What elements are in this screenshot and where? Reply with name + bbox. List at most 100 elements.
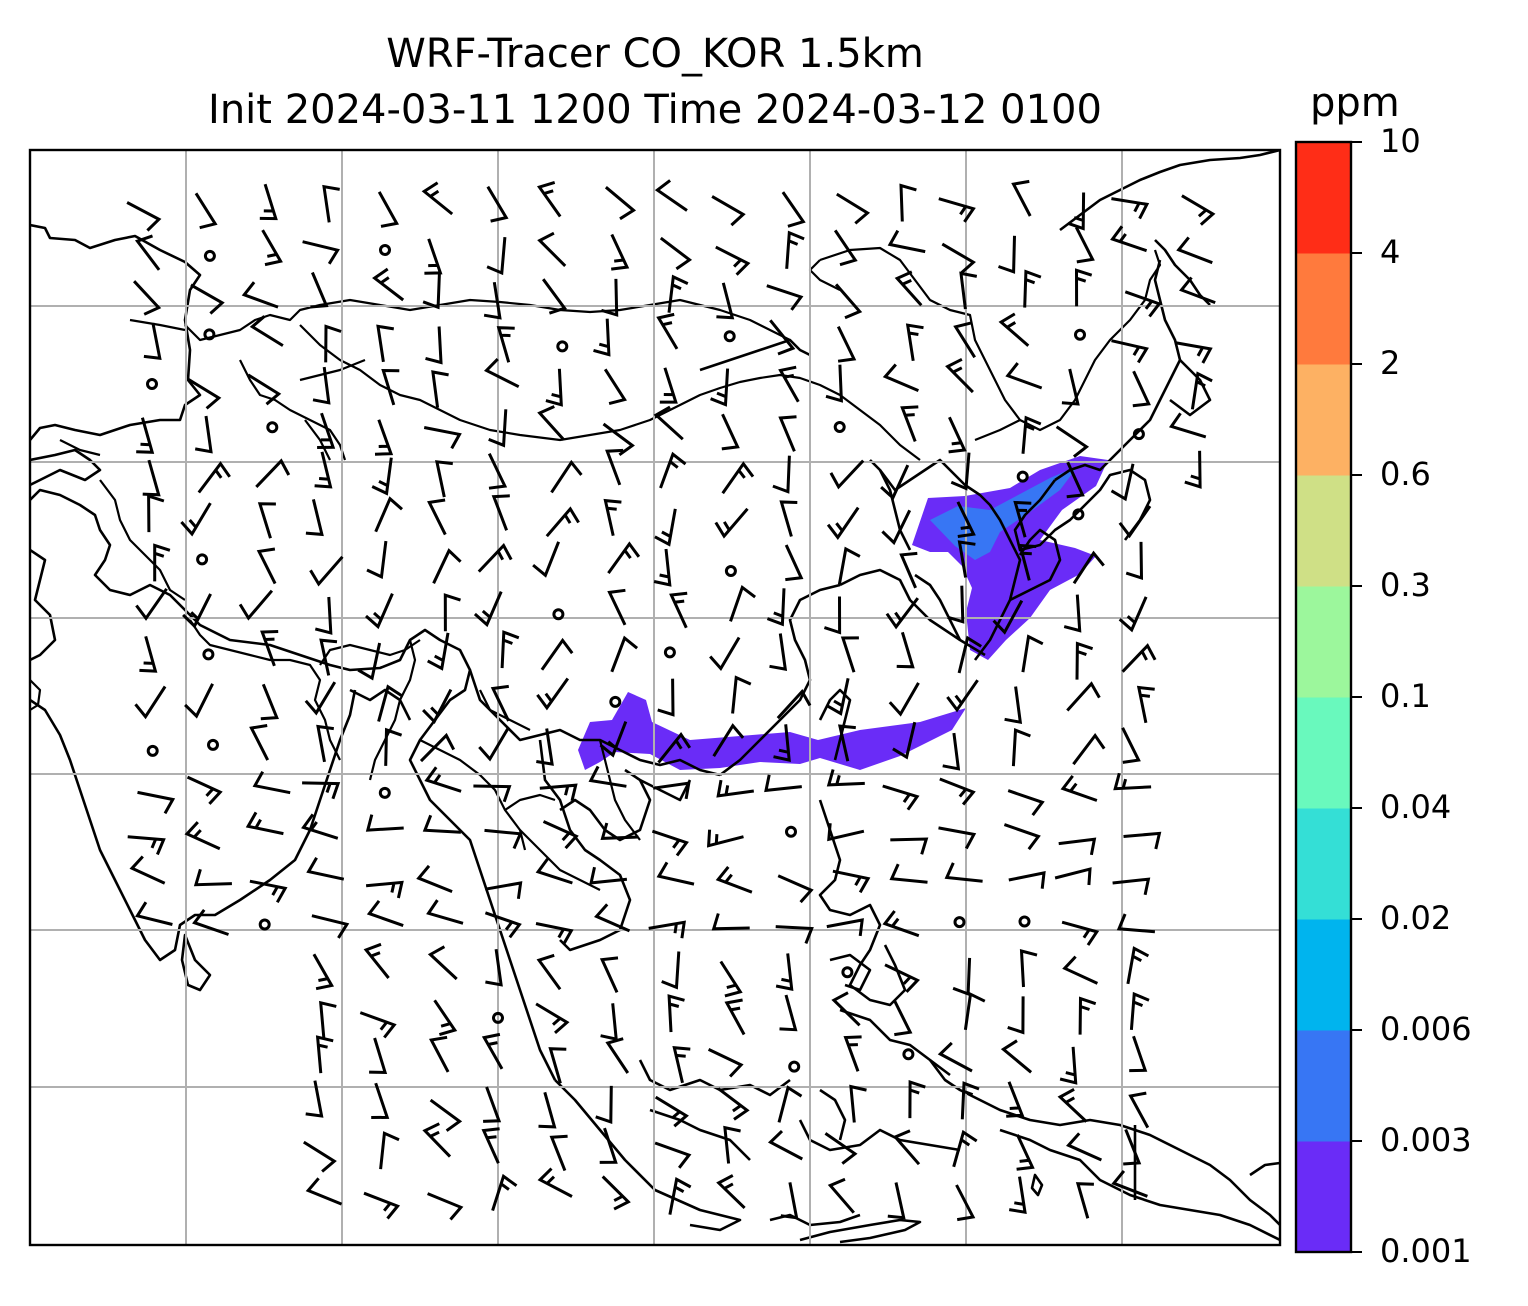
wind-barb bbox=[134, 685, 167, 720]
wind-barb bbox=[653, 405, 684, 441]
wind-barb bbox=[539, 783, 578, 802]
wind-barbs bbox=[126, 179, 1216, 1222]
wind-barb bbox=[1181, 194, 1216, 226]
wind-barb bbox=[433, 999, 458, 1037]
wind-barb bbox=[952, 1129, 978, 1168]
wind-barb bbox=[890, 837, 929, 855]
calm-wind-marker bbox=[723, 330, 736, 343]
wind-barb bbox=[249, 315, 284, 347]
wind-barb bbox=[377, 684, 403, 722]
wind-barb bbox=[827, 823, 865, 842]
wind-barb bbox=[184, 821, 221, 851]
wind-barb bbox=[427, 498, 447, 536]
wind-barb bbox=[432, 548, 462, 584]
wind-barb bbox=[545, 506, 580, 538]
calm-wind-marker bbox=[207, 738, 219, 751]
calm-wind-marker bbox=[1018, 915, 1031, 928]
wind-barb bbox=[545, 368, 563, 407]
wind-barb bbox=[261, 229, 283, 267]
wind-barb bbox=[537, 405, 565, 441]
wind-barb bbox=[1072, 732, 1106, 766]
wind-barb bbox=[900, 405, 919, 442]
calm-wind-marker bbox=[609, 695, 622, 708]
wind-barb bbox=[365, 880, 404, 899]
wind-barb bbox=[603, 368, 627, 406]
wind-barb bbox=[186, 775, 223, 805]
wind-barb bbox=[656, 861, 695, 886]
wind-barb bbox=[537, 1167, 573, 1198]
wind-barb bbox=[894, 270, 923, 307]
wind-barb bbox=[487, 452, 508, 490]
wind-barb bbox=[1184, 450, 1202, 489]
wind-barb bbox=[435, 460, 453, 498]
wind-barb bbox=[600, 822, 639, 840]
wind-barb bbox=[535, 922, 574, 946]
wind-barb bbox=[1000, 1039, 1033, 1074]
wind-barb bbox=[659, 236, 693, 271]
wind-barb bbox=[316, 724, 334, 763]
wind-barb bbox=[775, 953, 794, 991]
wind-barb bbox=[998, 235, 1016, 274]
wind-barb bbox=[365, 814, 404, 832]
map-title-line2: Init 2024-03-11 1200 Time 2024-03-12 010… bbox=[208, 87, 1102, 133]
wind-barb bbox=[259, 183, 278, 221]
wind-barb bbox=[1007, 996, 1025, 1035]
wind-barb bbox=[537, 231, 567, 267]
wind-barb bbox=[481, 1127, 500, 1164]
wind-barb bbox=[778, 415, 797, 452]
wind-barb bbox=[654, 1141, 692, 1169]
wind-barb bbox=[1054, 867, 1092, 886]
wind-barb bbox=[1123, 831, 1162, 850]
wind-barb bbox=[1059, 1046, 1078, 1085]
wind-barb bbox=[998, 312, 1030, 347]
wind-barb bbox=[595, 1085, 613, 1124]
wind-barb bbox=[599, 721, 628, 758]
wind-barb bbox=[371, 457, 393, 496]
wind-barb bbox=[252, 770, 291, 795]
wind-barb bbox=[1136, 685, 1155, 724]
wind-barb bbox=[1023, 269, 1042, 308]
colorbar-tick-label: 0.02 bbox=[1380, 899, 1452, 937]
wind-barb bbox=[1078, 996, 1097, 1035]
wind-barb bbox=[593, 318, 611, 357]
wind-barb bbox=[1118, 596, 1148, 633]
wind-barb bbox=[777, 874, 814, 904]
wind-barb bbox=[1075, 1182, 1094, 1219]
wind-barb bbox=[711, 195, 746, 227]
wind-barb bbox=[1067, 192, 1086, 231]
map-frame bbox=[28, 148, 1282, 1247]
wind-barb bbox=[1125, 541, 1144, 580]
wind-barb bbox=[190, 283, 225, 315]
wind-barb bbox=[1176, 236, 1213, 265]
wind-barb bbox=[712, 723, 745, 757]
wind-barb bbox=[1013, 500, 1032, 538]
wind-barb bbox=[425, 326, 443, 365]
wind-barb bbox=[322, 184, 340, 223]
wind-barb bbox=[784, 544, 804, 582]
wind-barb bbox=[711, 913, 750, 931]
wind-barb bbox=[305, 1177, 343, 1206]
wind-barb bbox=[714, 507, 749, 539]
wind-barb bbox=[1007, 789, 1045, 816]
wind-barb bbox=[1110, 463, 1135, 502]
wind-barb bbox=[416, 864, 453, 893]
colorbar-tick-label: 0.001 bbox=[1380, 1232, 1472, 1270]
wind-barb bbox=[939, 777, 976, 806]
wind-barb bbox=[135, 587, 168, 621]
wind-barb bbox=[599, 956, 619, 994]
calm-wind-marker bbox=[492, 1011, 504, 1024]
wind-barb bbox=[127, 835, 166, 856]
calm-wind-marker bbox=[146, 378, 158, 390]
wind-barb bbox=[1126, 946, 1150, 985]
wind-barb bbox=[716, 1174, 746, 1209]
wind-barb bbox=[779, 500, 798, 537]
wind-barb bbox=[950, 452, 971, 491]
wind-barb bbox=[603, 498, 622, 537]
wind-barb bbox=[377, 191, 400, 228]
colorbar-tick-label: 0.3 bbox=[1380, 566, 1431, 604]
wind-barb bbox=[134, 234, 161, 271]
wind-barb bbox=[607, 541, 641, 574]
wind-barb bbox=[484, 911, 522, 939]
wind-barb bbox=[723, 1125, 741, 1164]
wind-barb bbox=[532, 541, 560, 578]
